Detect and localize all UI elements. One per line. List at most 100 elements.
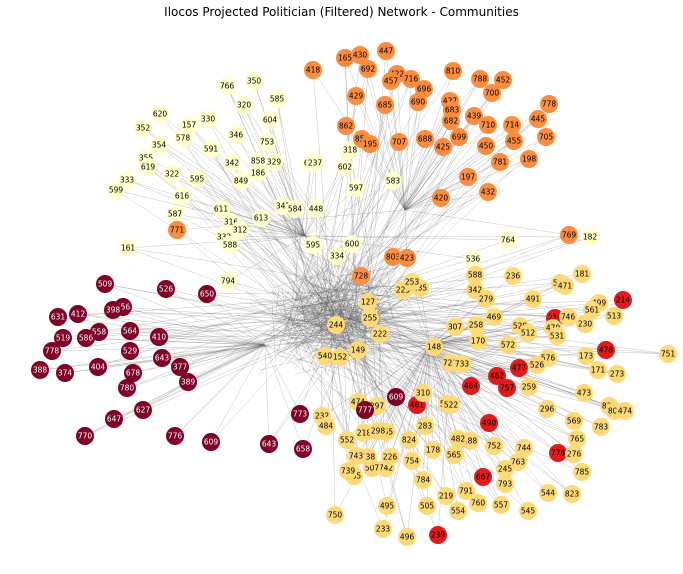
node-circle <box>559 308 577 326</box>
network-node: 448 <box>307 200 325 218</box>
network-node: 751 <box>659 345 677 363</box>
node-label: 496 <box>400 533 415 542</box>
edge <box>375 277 420 318</box>
edge <box>257 321 309 376</box>
node-label: 432 <box>481 188 496 197</box>
network-node: 182 <box>581 228 599 246</box>
edge <box>330 257 341 318</box>
edge <box>318 322 502 506</box>
network-node: 310 <box>414 384 432 402</box>
edge <box>356 104 386 290</box>
edge <box>337 143 371 290</box>
edge <box>181 195 308 338</box>
node-label: 685 <box>378 101 393 110</box>
node-circle <box>384 248 402 266</box>
node-label: 430 <box>353 51 368 60</box>
node-label: 445 <box>531 115 546 124</box>
network-node: 824 <box>400 431 418 449</box>
edge <box>314 328 328 335</box>
edge <box>329 146 444 321</box>
node-label: 422 <box>390 70 405 79</box>
node-circle <box>548 327 566 345</box>
edge <box>273 161 366 300</box>
network-node: 700 <box>483 84 501 102</box>
node-label: 218 <box>357 429 372 438</box>
node-label: 595 <box>306 241 321 250</box>
node-circle <box>371 325 389 343</box>
network-node: 404 <box>89 358 107 376</box>
edge <box>310 255 338 316</box>
edge <box>264 344 397 398</box>
node-circle <box>462 377 480 395</box>
edge <box>294 305 339 369</box>
edge <box>165 288 309 323</box>
node-label: 544 <box>541 489 556 498</box>
node-label: 310 <box>416 389 431 398</box>
node-label: 471 <box>558 282 573 291</box>
network-node: 733 <box>453 355 471 373</box>
edge <box>379 300 385 312</box>
node-label: 230 <box>578 320 593 329</box>
node-circle <box>425 338 443 356</box>
node-circle <box>221 236 239 254</box>
node-circle <box>381 448 399 466</box>
node-circle <box>166 205 184 223</box>
node-label: 505 <box>420 502 435 511</box>
node-label: 803 <box>386 253 401 262</box>
node-label: 474 <box>351 398 366 407</box>
edge <box>429 344 467 492</box>
network-node: 682 <box>442 112 460 130</box>
node-label: 332 <box>217 233 232 242</box>
edge <box>309 291 330 340</box>
edge <box>318 145 487 318</box>
edge <box>122 306 266 346</box>
edge <box>290 314 305 371</box>
network-node: 776 <box>166 427 184 445</box>
node-circle <box>496 460 514 478</box>
edge <box>174 213 370 315</box>
edge <box>97 344 266 368</box>
network-node: 477 <box>510 359 528 377</box>
network-node: 602 <box>336 158 354 176</box>
edge <box>404 145 487 211</box>
edge <box>300 273 314 303</box>
network-node: 604 <box>261 111 279 129</box>
network-node: 743 <box>347 447 365 465</box>
edge <box>340 285 354 312</box>
node-circle <box>573 463 591 481</box>
edge <box>316 272 349 337</box>
node-circle <box>252 209 270 227</box>
node-label: 793 <box>498 480 513 489</box>
network-node: 273 <box>608 365 626 383</box>
network-node: 631 <box>49 308 67 326</box>
edge <box>308 270 333 322</box>
node-label: 398 <box>106 306 121 315</box>
node-circle <box>337 117 355 135</box>
node-circle <box>467 316 485 334</box>
edge <box>429 275 514 346</box>
edge <box>329 276 354 351</box>
node-circle <box>589 361 607 379</box>
network-node: 823 <box>563 485 581 503</box>
edge <box>404 79 504 211</box>
edge <box>290 118 539 323</box>
network-node: 788 <box>471 70 489 88</box>
node-label: 531 <box>550 332 565 341</box>
network-node: 616 <box>173 187 191 205</box>
edge <box>176 209 406 231</box>
edge <box>126 344 266 389</box>
edge <box>179 327 336 368</box>
node-label: 766 <box>220 82 235 91</box>
network-node: 752 <box>485 437 503 455</box>
edge <box>285 303 353 356</box>
node-circle <box>577 347 595 365</box>
edge <box>385 344 431 433</box>
network-node: 495 <box>378 497 396 515</box>
node-label: 186 <box>251 169 266 178</box>
node-circle <box>198 285 216 303</box>
node-label: 604 <box>263 116 278 125</box>
edge <box>309 124 513 323</box>
network-node: 330 <box>199 110 217 128</box>
edge <box>352 109 453 288</box>
